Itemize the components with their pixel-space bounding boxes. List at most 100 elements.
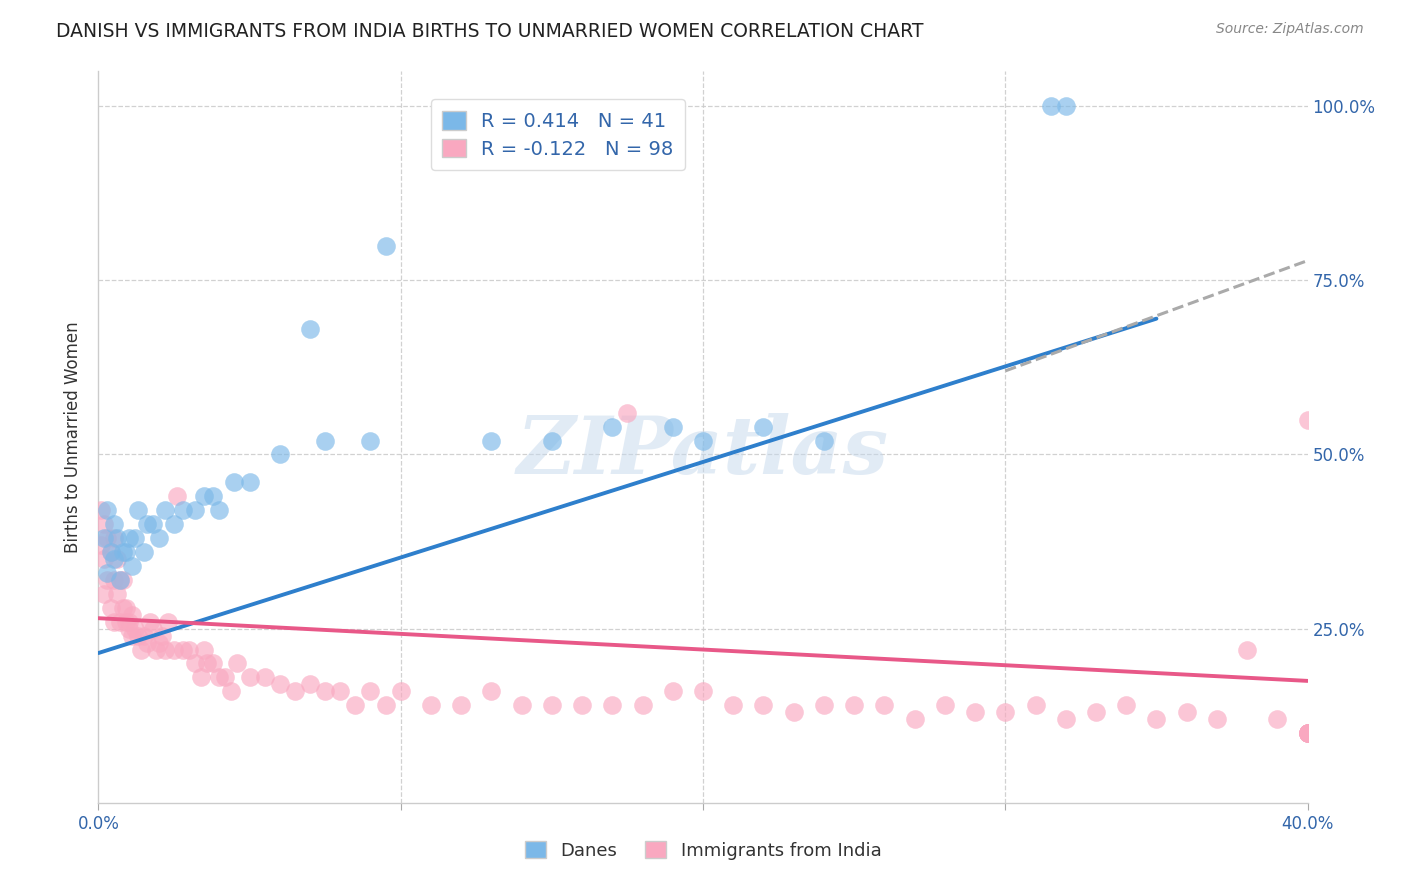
Point — [172, 503, 194, 517]
Point — [100, 545, 122, 559]
Point — [93, 531, 115, 545]
Point — [374, 238, 396, 252]
Y-axis label: Births to Unmarried Women: Births to Unmarried Women — [63, 321, 82, 553]
Point — [661, 684, 683, 698]
Point — [132, 545, 155, 559]
Point — [103, 552, 125, 566]
Point — [129, 642, 152, 657]
Point — [163, 642, 186, 657]
Point — [1296, 726, 1319, 740]
Point — [108, 573, 131, 587]
Text: Source: ZipAtlas.com: Source: ZipAtlas.com — [1216, 22, 1364, 37]
Text: DANISH VS IMMIGRANTS FROM INDIA BIRTHS TO UNMARRIED WOMEN CORRELATION CHART: DANISH VS IMMIGRANTS FROM INDIA BIRTHS T… — [56, 22, 924, 41]
Point — [114, 600, 136, 615]
Point — [661, 419, 683, 434]
Point — [1054, 99, 1077, 113]
Point — [153, 503, 176, 517]
Point — [692, 434, 714, 448]
Point — [1296, 726, 1319, 740]
Point — [103, 517, 125, 532]
Point — [374, 698, 396, 713]
Point — [481, 434, 503, 448]
Point — [103, 573, 125, 587]
Point — [93, 552, 115, 566]
Point — [329, 684, 352, 698]
Point — [103, 615, 125, 629]
Point — [692, 684, 714, 698]
Point — [571, 698, 593, 713]
Point — [108, 615, 131, 629]
Point — [184, 657, 207, 671]
Point — [239, 670, 262, 684]
Point — [1236, 642, 1258, 657]
Point — [114, 545, 136, 559]
Point — [299, 322, 322, 336]
Point — [783, 705, 806, 719]
Point — [105, 552, 128, 566]
Point — [510, 698, 533, 713]
Point — [994, 705, 1017, 719]
Point — [121, 629, 143, 643]
Point — [105, 587, 128, 601]
Point — [1115, 698, 1137, 713]
Point — [1024, 698, 1046, 713]
Point — [284, 684, 307, 698]
Point — [166, 489, 188, 503]
Point — [153, 642, 176, 657]
Point — [105, 531, 128, 545]
Point — [202, 657, 225, 671]
Point — [813, 698, 835, 713]
Point — [156, 615, 179, 629]
Legend: Danes, Immigrants from India: Danes, Immigrants from India — [517, 834, 889, 867]
Point — [118, 531, 141, 545]
Point — [616, 406, 638, 420]
Point — [1296, 726, 1319, 740]
Point — [148, 531, 170, 545]
Point — [108, 573, 131, 587]
Point — [481, 684, 503, 698]
Point — [93, 587, 115, 601]
Point — [873, 698, 896, 713]
Point — [221, 684, 243, 698]
Point — [1296, 726, 1319, 740]
Point — [1296, 726, 1319, 740]
Point — [1175, 705, 1198, 719]
Point — [124, 531, 146, 545]
Point — [96, 503, 118, 517]
Point — [184, 503, 207, 517]
Point — [193, 642, 215, 657]
Point — [214, 670, 236, 684]
Point — [118, 615, 141, 629]
Point — [193, 489, 215, 503]
Point — [96, 566, 118, 580]
Point — [124, 622, 146, 636]
Point — [1144, 712, 1167, 726]
Point — [360, 684, 382, 698]
Point — [299, 677, 322, 691]
Point — [93, 517, 115, 532]
Point — [100, 600, 122, 615]
Point — [269, 448, 291, 462]
Point — [118, 622, 141, 636]
Point — [114, 615, 136, 629]
Point — [253, 670, 276, 684]
Point — [148, 635, 170, 649]
Point — [111, 600, 134, 615]
Point — [344, 698, 367, 713]
Point — [121, 558, 143, 573]
Point — [239, 475, 262, 490]
Point — [420, 698, 443, 713]
Point — [1296, 726, 1319, 740]
Point — [1085, 705, 1108, 719]
Point — [269, 677, 291, 691]
Point — [135, 517, 157, 532]
Point — [127, 503, 149, 517]
Point — [90, 538, 112, 552]
Point — [103, 531, 125, 545]
Point — [208, 503, 231, 517]
Point — [224, 475, 246, 490]
Point — [1206, 712, 1229, 726]
Point — [172, 642, 194, 657]
Point — [752, 419, 775, 434]
Point — [111, 573, 134, 587]
